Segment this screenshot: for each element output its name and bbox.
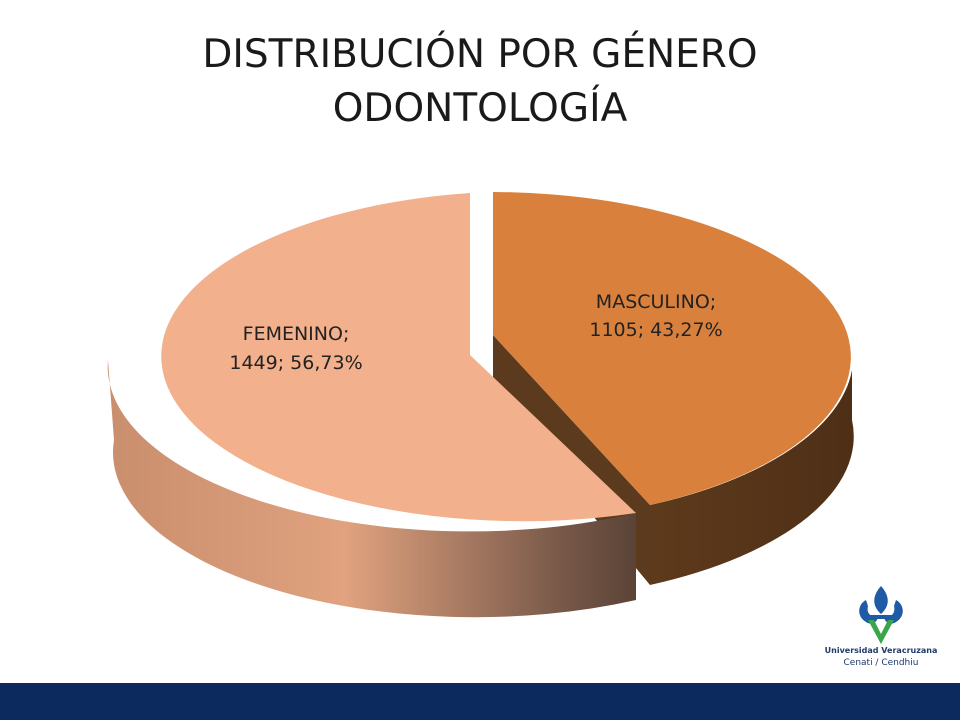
masculino-side bbox=[650, 370, 854, 585]
pie-chart: MASCULINO; 1105; 43,27% FEMENINO; 1449; … bbox=[107, 192, 854, 618]
pie-slice-masculino bbox=[493, 192, 854, 585]
chart-title-line1: DISTRIBUCIÓN POR GÉNERO bbox=[202, 32, 758, 77]
masculino-top bbox=[493, 192, 851, 505]
logo-university-name: Universidad Veracruzana bbox=[824, 646, 938, 655]
data-label-masculino-name: MASCULINO; bbox=[596, 291, 716, 313]
data-label-femenino-name: FEMENINO; bbox=[243, 323, 350, 345]
logo-subtitle: Cenati / Cendhiu bbox=[843, 658, 919, 668]
footer-bar bbox=[0, 683, 960, 720]
chart-title: DISTRIBUCIÓN POR GÉNERO ODONTOLOGÍA bbox=[0, 28, 960, 136]
university-logo: Universidad Veracruzana Cenati / Cendhiu bbox=[822, 582, 940, 684]
flor-de-lis-icon bbox=[859, 586, 903, 644]
femenino-side bbox=[107, 360, 636, 618]
data-label-femenino-value: 1449; 56,73% bbox=[229, 352, 362, 374]
pie-slice-femenino bbox=[107, 193, 637, 618]
chart-title-line2: ODONTOLOGÍA bbox=[332, 86, 628, 131]
femenino-top bbox=[161, 193, 637, 522]
data-label-masculino-value: 1105; 43,27% bbox=[589, 319, 722, 341]
